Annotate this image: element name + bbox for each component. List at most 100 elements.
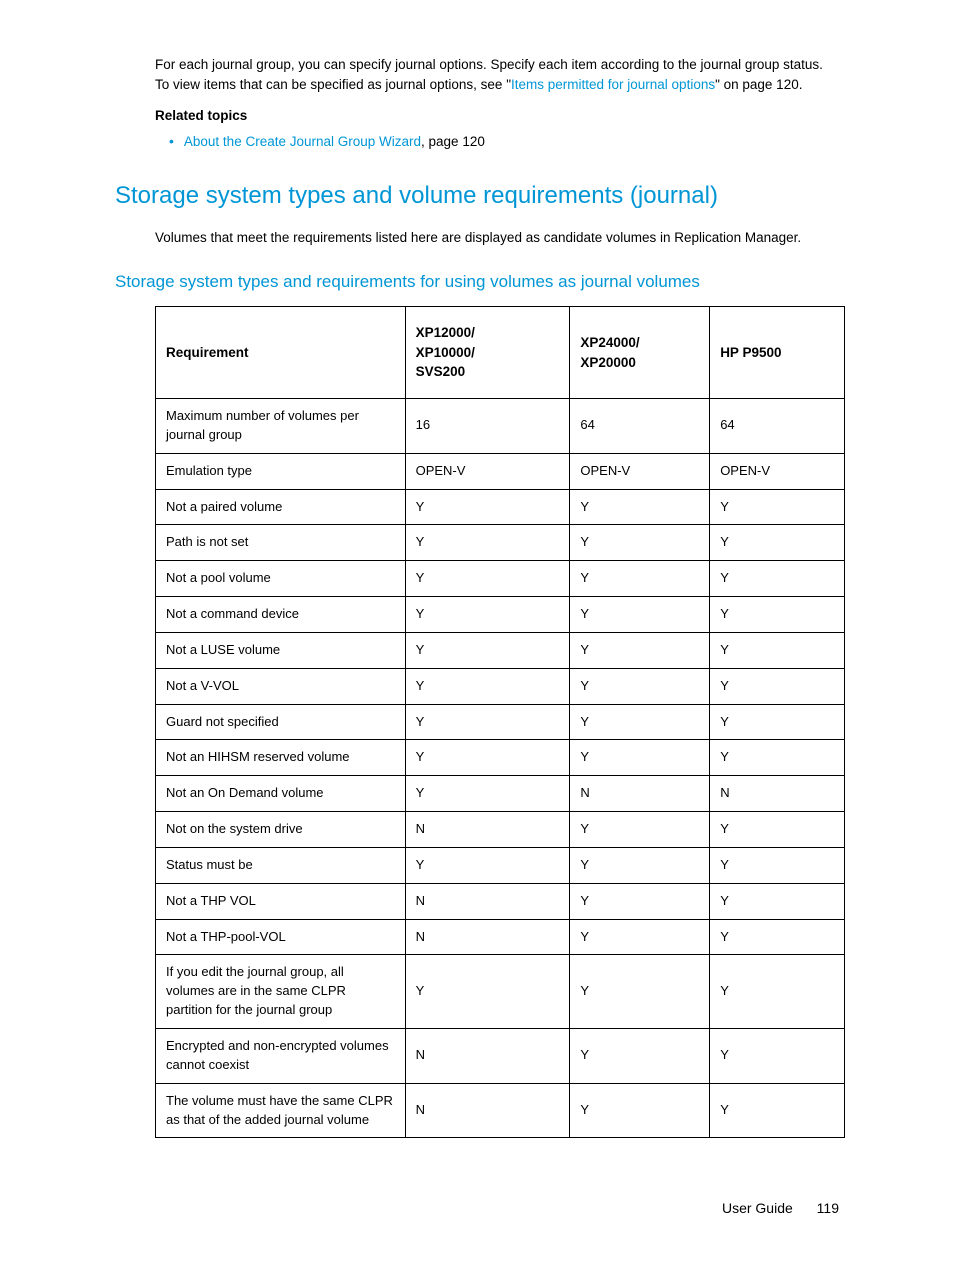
- value-cell: Y: [570, 632, 710, 668]
- footer-page-number: 119: [817, 1200, 839, 1216]
- requirement-cell: Not an On Demand volume: [156, 776, 406, 812]
- link-items-permitted[interactable]: Items permitted for journal options: [511, 77, 715, 92]
- requirement-cell: Not an HIHSM reserved volume: [156, 740, 406, 776]
- table-row: Guard not specifiedYYY: [156, 704, 845, 740]
- value-cell: OPEN-V: [570, 453, 710, 489]
- value-cell: Y: [710, 955, 845, 1029]
- value-cell: OPEN-V: [710, 453, 845, 489]
- col-header-xp12000: XP12000/ XP10000/ SVS200: [405, 307, 570, 399]
- value-cell: Y: [710, 812, 845, 848]
- table-row: Encrypted and non-encrypted volumes cann…: [156, 1029, 845, 1084]
- value-cell: N: [405, 1029, 570, 1084]
- table-body: Maximum number of volumes per journal gr…: [156, 398, 845, 1137]
- value-cell: Y: [570, 740, 710, 776]
- value-cell: Y: [710, 668, 845, 704]
- bullet-icon: •: [169, 132, 174, 152]
- value-cell: Y: [570, 597, 710, 633]
- value-cell: N: [405, 919, 570, 955]
- table-row: The volume must have the same CLPR as th…: [156, 1083, 845, 1138]
- table-row: Not a THP VOLNYY: [156, 883, 845, 919]
- requirement-cell: Maximum number of volumes per journal gr…: [156, 398, 406, 453]
- requirement-cell: Not a pool volume: [156, 561, 406, 597]
- value-cell: Y: [405, 525, 570, 561]
- intro-paragraph-block: For each journal group, you can specify …: [155, 55, 839, 151]
- value-cell: Y: [405, 668, 570, 704]
- value-cell: Y: [710, 632, 845, 668]
- requirement-cell: Not on the system drive: [156, 812, 406, 848]
- requirement-cell: If you edit the journal group, all volum…: [156, 955, 406, 1029]
- value-cell: Y: [570, 919, 710, 955]
- requirement-cell: Path is not set: [156, 525, 406, 561]
- section-heading-storage-types: Storage system types and volume requirem…: [115, 179, 839, 214]
- value-cell: Y: [405, 632, 570, 668]
- requirement-cell: Not a command device: [156, 597, 406, 633]
- value-cell: 16: [405, 398, 570, 453]
- value-cell: Y: [570, 489, 710, 525]
- requirement-cell: Not a V-VOL: [156, 668, 406, 704]
- value-cell: Y: [405, 955, 570, 1029]
- value-cell: Y: [710, 847, 845, 883]
- value-cell: N: [405, 883, 570, 919]
- table-row: Status must beYYY: [156, 847, 845, 883]
- bullet-suffix: , page 120: [421, 134, 485, 149]
- table-row: Not a THP-pool-VOLNYY: [156, 919, 845, 955]
- value-cell: Y: [405, 740, 570, 776]
- table-row: Not an On Demand volumeYNN: [156, 776, 845, 812]
- value-cell: Y: [570, 1029, 710, 1084]
- value-cell: Y: [710, 704, 845, 740]
- value-cell: 64: [710, 398, 845, 453]
- requirement-cell: Guard not specified: [156, 704, 406, 740]
- col-header-requirement: Requirement: [156, 307, 406, 399]
- requirement-cell: Not a LUSE volume: [156, 632, 406, 668]
- requirement-cell: Not a THP-pool-VOL: [156, 919, 406, 955]
- value-cell: 64: [570, 398, 710, 453]
- value-cell: N: [710, 776, 845, 812]
- subsection-heading-requirements: Storage system types and requirements fo…: [115, 270, 839, 295]
- value-cell: Y: [570, 955, 710, 1029]
- table-row: Not a pool volumeYYY: [156, 561, 845, 597]
- table-row: Not a paired volumeYYY: [156, 489, 845, 525]
- bullet-content: About the Create Journal Group Wizard, p…: [184, 132, 485, 152]
- value-cell: Y: [710, 525, 845, 561]
- table-header-row: Requirement XP12000/ XP10000/ SVS200 XP2…: [156, 307, 845, 399]
- value-cell: Y: [710, 1029, 845, 1084]
- table-row: Not an HIHSM reserved volumeYYY: [156, 740, 845, 776]
- requirement-cell: Status must be: [156, 847, 406, 883]
- related-topics-item: • About the Create Journal Group Wizard,…: [169, 132, 839, 152]
- value-cell: Y: [405, 704, 570, 740]
- value-cell: Y: [710, 561, 845, 597]
- link-create-journal-wizard[interactable]: About the Create Journal Group Wizard: [184, 134, 421, 149]
- requirement-cell: Encrypted and non-encrypted volumes cann…: [156, 1029, 406, 1084]
- value-cell: Y: [710, 489, 845, 525]
- requirement-cell: Emulation type: [156, 453, 406, 489]
- table-row: Not a V-VOLYYY: [156, 668, 845, 704]
- intro-text-2: " on page 120.: [715, 77, 802, 92]
- value-cell: Y: [710, 1083, 845, 1138]
- requirements-table: Requirement XP12000/ XP10000/ SVS200 XP2…: [155, 306, 845, 1138]
- value-cell: Y: [570, 847, 710, 883]
- table-row: Emulation typeOPEN-VOPEN-VOPEN-V: [156, 453, 845, 489]
- value-cell: Y: [710, 883, 845, 919]
- value-cell: Y: [405, 561, 570, 597]
- section-body: Volumes that meet the requirements liste…: [155, 228, 839, 248]
- table-row: Not on the system driveNYY: [156, 812, 845, 848]
- value-cell: Y: [570, 812, 710, 848]
- table-row: Not a LUSE volumeYYY: [156, 632, 845, 668]
- value-cell: Y: [570, 525, 710, 561]
- value-cell: N: [570, 776, 710, 812]
- value-cell: Y: [570, 668, 710, 704]
- value-cell: N: [405, 1083, 570, 1138]
- value-cell: Y: [570, 561, 710, 597]
- requirement-cell: The volume must have the same CLPR as th…: [156, 1083, 406, 1138]
- table-row: If you edit the journal group, all volum…: [156, 955, 845, 1029]
- table-row: Not a command deviceYYY: [156, 597, 845, 633]
- footer-label: User Guide: [722, 1200, 793, 1216]
- requirement-cell: Not a paired volume: [156, 489, 406, 525]
- col-header-xp24000: XP24000/ XP20000: [570, 307, 710, 399]
- requirement-cell: Not a THP VOL: [156, 883, 406, 919]
- intro-paragraph: For each journal group, you can specify …: [155, 55, 839, 94]
- value-cell: Y: [405, 776, 570, 812]
- value-cell: Y: [710, 919, 845, 955]
- value-cell: Y: [710, 740, 845, 776]
- col-header-p9500: HP P9500: [710, 307, 845, 399]
